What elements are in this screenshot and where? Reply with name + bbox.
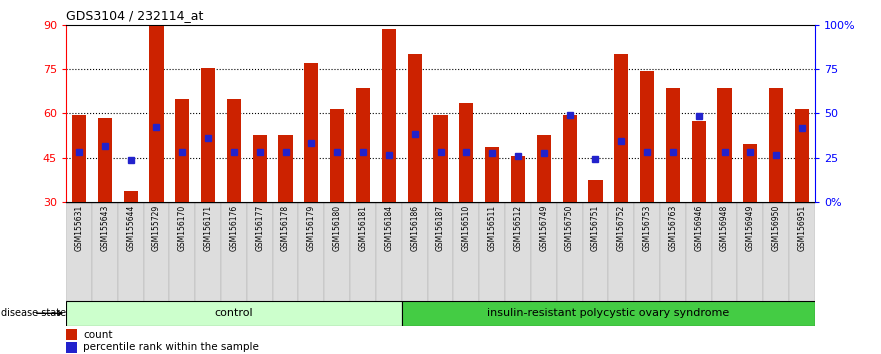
Bar <box>769 88 783 202</box>
Text: GSM156177: GSM156177 <box>255 205 264 251</box>
Bar <box>221 202 247 301</box>
Bar <box>717 88 731 202</box>
Bar <box>609 202 634 301</box>
Bar <box>66 342 78 353</box>
Bar <box>537 135 551 202</box>
Text: GSM156951: GSM156951 <box>797 205 806 251</box>
Bar <box>201 68 215 202</box>
Text: GSM156170: GSM156170 <box>178 205 187 251</box>
Text: GDS3104 / 232114_at: GDS3104 / 232114_at <box>66 9 204 22</box>
Text: percentile rank within the sample: percentile rank within the sample <box>83 342 259 353</box>
Text: GSM156751: GSM156751 <box>591 205 600 251</box>
Text: GSM156184: GSM156184 <box>384 205 393 251</box>
Bar <box>582 202 609 301</box>
Bar <box>196 202 221 301</box>
Text: GSM155729: GSM155729 <box>152 205 161 251</box>
Text: GSM156752: GSM156752 <box>617 205 626 251</box>
Bar <box>144 202 169 301</box>
Bar <box>454 202 479 301</box>
Bar <box>253 135 267 202</box>
Bar <box>272 202 299 301</box>
Bar <box>660 202 685 301</box>
Text: GSM156179: GSM156179 <box>307 205 316 251</box>
Bar <box>744 144 758 202</box>
Text: GSM156178: GSM156178 <box>281 205 290 251</box>
Text: GSM156949: GSM156949 <box>746 205 755 251</box>
Bar <box>376 202 402 301</box>
Text: GSM156187: GSM156187 <box>436 205 445 251</box>
Bar <box>247 202 272 301</box>
Bar <box>118 202 144 301</box>
Bar <box>505 202 531 301</box>
Bar <box>72 115 86 202</box>
Bar <box>640 70 655 202</box>
Text: GSM156948: GSM156948 <box>720 205 729 251</box>
Text: GSM156512: GSM156512 <box>514 205 522 251</box>
Bar <box>66 202 92 301</box>
Bar <box>789 202 815 301</box>
Text: control: control <box>215 308 253 318</box>
Bar <box>531 202 557 301</box>
Bar <box>324 202 350 301</box>
Bar <box>402 202 427 301</box>
Bar <box>712 202 737 301</box>
Bar <box>511 156 525 202</box>
Bar <box>634 202 660 301</box>
Bar <box>92 202 118 301</box>
Bar <box>66 329 78 340</box>
Bar <box>557 202 582 301</box>
Text: GSM155644: GSM155644 <box>126 205 135 251</box>
Text: GSM156750: GSM156750 <box>565 205 574 251</box>
Bar <box>589 179 603 202</box>
Text: GSM155643: GSM155643 <box>100 205 109 251</box>
Bar <box>98 118 112 202</box>
Bar <box>175 98 189 202</box>
Text: GSM156749: GSM156749 <box>539 205 548 251</box>
Text: GSM156186: GSM156186 <box>411 205 419 251</box>
Bar <box>459 103 473 202</box>
Bar <box>479 202 505 301</box>
Bar <box>356 88 370 202</box>
Text: GSM156176: GSM156176 <box>229 205 239 251</box>
Text: GSM156181: GSM156181 <box>359 205 367 251</box>
Bar <box>402 301 815 326</box>
Bar <box>304 63 319 202</box>
Text: insulin-resistant polycystic ovary syndrome: insulin-resistant polycystic ovary syndr… <box>487 308 729 318</box>
Bar <box>562 115 577 202</box>
Text: GSM156946: GSM156946 <box>694 205 703 251</box>
Text: disease state: disease state <box>2 308 66 318</box>
Bar <box>123 192 137 202</box>
Bar <box>427 202 454 301</box>
Bar <box>169 202 196 301</box>
Bar <box>408 54 422 202</box>
Text: GSM156180: GSM156180 <box>333 205 342 251</box>
Bar <box>350 202 376 301</box>
Text: GSM156763: GSM156763 <box>669 205 677 251</box>
Bar <box>614 54 628 202</box>
Bar <box>226 98 241 202</box>
Bar <box>278 135 292 202</box>
Bar <box>485 147 500 202</box>
Bar <box>66 301 402 326</box>
Bar <box>763 202 789 301</box>
Bar <box>433 115 448 202</box>
Text: GSM156950: GSM156950 <box>772 205 781 251</box>
Text: GSM156511: GSM156511 <box>488 205 497 251</box>
Bar <box>666 88 680 202</box>
Bar <box>692 121 706 202</box>
Text: GSM155631: GSM155631 <box>75 205 84 251</box>
Bar <box>299 202 324 301</box>
Bar <box>685 202 712 301</box>
Bar <box>150 26 164 202</box>
Bar <box>795 109 809 202</box>
Text: GSM156753: GSM156753 <box>642 205 652 251</box>
Bar <box>737 202 763 301</box>
Text: GSM156171: GSM156171 <box>204 205 212 251</box>
Bar <box>330 109 344 202</box>
Bar <box>381 29 396 202</box>
Text: count: count <box>83 330 113 340</box>
Text: GSM156510: GSM156510 <box>462 205 470 251</box>
